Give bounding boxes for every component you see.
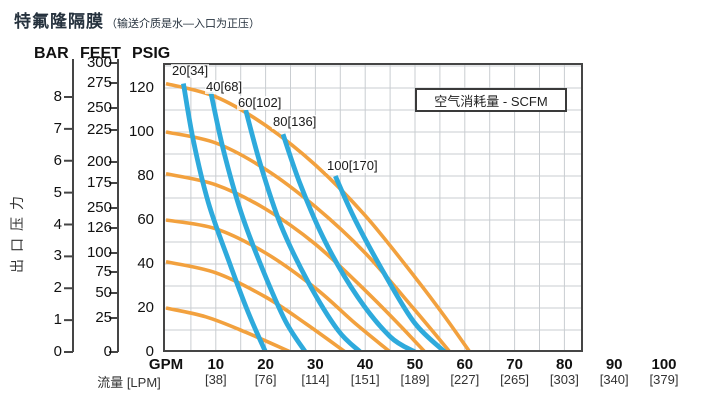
feet-tick-label: 300 bbox=[86, 54, 112, 71]
feet-tick-label: 100 bbox=[86, 244, 112, 261]
feet-tick-label: 75 bbox=[95, 263, 112, 280]
legend-box: 空气消耗量 - SCFM bbox=[415, 88, 567, 112]
feet-tick-label: 50 bbox=[95, 284, 112, 301]
lpm-tick-label: [265] bbox=[500, 372, 530, 387]
axis-header-feet: FEET bbox=[80, 45, 121, 62]
gpm-tick-label: 70 bbox=[506, 356, 523, 373]
gpm-tick-label: 80 bbox=[556, 356, 573, 373]
gpm-tick-label: 40 bbox=[356, 356, 374, 373]
lpm-tick-label: [340] bbox=[599, 372, 629, 387]
legend-label: 空气消耗量 - SCFM bbox=[434, 93, 548, 109]
gpm-tick-label: 10 bbox=[207, 356, 225, 373]
bar-tick-label: 4 bbox=[53, 215, 62, 233]
psig-tick-label: 100 bbox=[128, 123, 154, 140]
gpm-tick-label: 50 bbox=[406, 356, 424, 373]
lpm-tick-label: [227] bbox=[450, 372, 480, 387]
feet-tick-label: 275 bbox=[86, 74, 112, 91]
feet-tick-label: 225 bbox=[86, 121, 112, 138]
air-curve-label-80: 80[136] bbox=[272, 114, 318, 129]
air-curve-label-60: 60[102] bbox=[237, 95, 283, 110]
bar-tick-label: 1 bbox=[53, 311, 62, 329]
flow-curve-2 bbox=[165, 130, 452, 352]
bar-tick-label: 5 bbox=[53, 183, 62, 201]
gpm-tick-label: 30 bbox=[307, 356, 324, 373]
figure-title-main: 特氟隆隔膜 bbox=[14, 12, 104, 31]
air-curve-40 bbox=[208, 91, 308, 352]
bar-tick-label: 2 bbox=[53, 279, 62, 297]
figure-title-subtitle: （输送介质是水—入口为正压） bbox=[106, 18, 260, 30]
figure-title: 特氟隆隔膜 （输送介质是水—入口为正压） bbox=[14, 7, 260, 32]
air-curve-100 bbox=[333, 175, 447, 352]
air-curve-label-40: 40[68] bbox=[205, 79, 244, 94]
gpm-tick-label: 20 bbox=[257, 356, 274, 373]
feet-tick-label: 200 bbox=[86, 153, 112, 170]
flow-curve-6 bbox=[165, 306, 292, 352]
psig-tick-label: 20 bbox=[137, 299, 154, 316]
gpm-tick-label: 100 bbox=[651, 356, 677, 373]
air-curve-80 bbox=[280, 133, 417, 352]
lpm-tick-label: [303] bbox=[549, 372, 579, 387]
gpm-tick-label: 60 bbox=[456, 356, 474, 373]
plot-border bbox=[163, 63, 583, 352]
feet-tick-label: 175 bbox=[86, 174, 112, 191]
bar-tick-label: 8 bbox=[53, 88, 62, 105]
feet-tick-label: 126 bbox=[86, 219, 112, 236]
feet-tick-label: 250 bbox=[86, 99, 112, 116]
flow-curve-5 bbox=[165, 260, 347, 352]
psig-tick-label: 0 bbox=[145, 343, 154, 360]
gpm-tick-label: 90 bbox=[605, 356, 623, 373]
lpm-tick-label: [114] bbox=[301, 372, 330, 387]
axis-header-bar: BAR bbox=[34, 45, 69, 62]
flow-curve-3 bbox=[165, 172, 427, 352]
lpm-tick-label: [38] bbox=[204, 372, 227, 387]
lpm-tick-label: [379] bbox=[649, 372, 679, 387]
feet-tick-label: 250 bbox=[86, 199, 112, 216]
air-consumption-curves bbox=[181, 83, 447, 352]
x-axis-unit-lpm: 流量 [LPM] bbox=[97, 375, 161, 390]
lpm-tick-label: [76] bbox=[254, 372, 277, 387]
lpm-tick-label: [189] bbox=[400, 372, 430, 387]
x-axis-unit-gpm: GPM bbox=[148, 356, 184, 373]
axis-header-psig: PSIG bbox=[132, 45, 171, 62]
feet-tick-label: 0 bbox=[103, 343, 112, 360]
bar-tick-label: 7 bbox=[53, 119, 62, 137]
psig-tick-label: 80 bbox=[137, 167, 154, 184]
lpm-tick-label: [151] bbox=[350, 372, 380, 387]
psig-tick-label: 40 bbox=[137, 255, 154, 272]
axis-ladder bbox=[64, 59, 119, 353]
air-curve-60 bbox=[243, 109, 362, 352]
bar-tick-label: 3 bbox=[53, 247, 62, 265]
air-curve-label-100: 100[170] bbox=[326, 158, 379, 173]
psig-tick-label: 60 bbox=[137, 211, 154, 228]
air-curve-20 bbox=[181, 83, 268, 352]
feet-tick-label: 25 bbox=[95, 309, 112, 326]
flow-curve-4 bbox=[165, 218, 392, 352]
air-curve-label-20: 20[34] bbox=[171, 63, 210, 78]
bar-tick-label: 0 bbox=[53, 343, 62, 360]
psig-tick-label: 120 bbox=[128, 79, 154, 96]
bar-tick-label: 6 bbox=[53, 151, 62, 169]
